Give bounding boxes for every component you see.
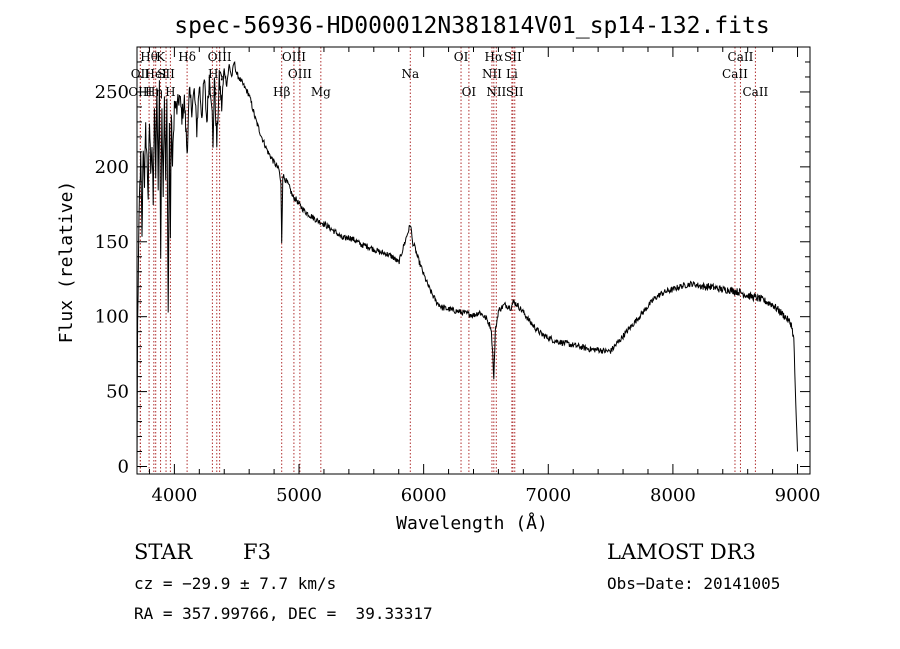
object-class: STAR xyxy=(134,540,193,564)
y-tick-label: 250 xyxy=(95,82,129,103)
spectral-line-label: SII xyxy=(504,50,522,64)
observation-date: Obs−Date: 20141005 xyxy=(607,574,781,593)
y-tick-label: 50 xyxy=(106,382,129,403)
y-tick-label: 150 xyxy=(95,232,129,253)
spectral-line-label: Na xyxy=(401,67,419,81)
spectral-line-label: SII xyxy=(506,85,524,99)
y-tick-label: 200 xyxy=(95,157,129,178)
y-axis-label: Flux (relative) xyxy=(56,181,77,344)
spectral-line-label: NII xyxy=(486,85,506,99)
survey-name: LAMOST DR3 xyxy=(607,540,756,564)
spectral-line-label: Hβ xyxy=(273,85,290,99)
spectral-line-label: OIII xyxy=(282,50,306,64)
spectral-line-label: Li xyxy=(506,67,518,81)
spectral-line-label: Mg xyxy=(311,85,331,99)
x-tick-label: 6000 xyxy=(401,485,447,506)
spectral-line-label: HeI xyxy=(145,67,168,81)
x-tick-label: 5000 xyxy=(276,485,322,506)
object-subclass: F3 xyxy=(243,540,271,564)
x-tick-label: 8000 xyxy=(650,485,696,506)
spectral-line-label: CaII xyxy=(722,67,748,81)
spectral-line-label: OI xyxy=(454,50,469,64)
spectral-line-label: Hη xyxy=(145,85,163,99)
spectral-line-label: NII xyxy=(482,67,502,81)
coordinates: RA = 357.99766, DEC = 39.33317 xyxy=(134,604,433,623)
spectral-line-label: Hδ xyxy=(178,50,196,64)
x-tick-label: 4000 xyxy=(151,485,197,506)
spectral-line-label: G xyxy=(208,85,218,99)
y-tick-label: 0 xyxy=(118,457,129,478)
spectral-line-label: OIII xyxy=(208,50,232,64)
x-axis-ticks: 4000 5000 6000 7000 8000 9000 xyxy=(148,47,821,506)
redshift-velocity: cz = −29.9 ± 7.7 km/s xyxy=(134,574,337,593)
spectral-line-label: Hα xyxy=(485,50,504,64)
spectral-line-label: H xyxy=(165,85,175,99)
plot-frame xyxy=(136,46,811,475)
x-tick-label: 7000 xyxy=(525,485,571,506)
spectral-line-label: SII xyxy=(157,67,175,81)
spectral-line-label: Hγ xyxy=(208,67,226,81)
spectral-line-label: K xyxy=(156,50,166,64)
spectral-line-label: Hθ xyxy=(140,50,158,64)
y-tick-label: 100 xyxy=(95,307,129,328)
x-axis-label: Wavelength (Å) xyxy=(396,512,548,534)
spectral-line-label: CaII xyxy=(742,85,768,99)
spectral-line-label: OIII xyxy=(288,67,312,81)
spectral-line-label: OI xyxy=(462,85,477,99)
spectrum-line xyxy=(136,60,798,467)
spectral-line-label: CaII xyxy=(728,50,754,64)
chart-title: spec-56936-HD000012N381814V01_sp14-132.f… xyxy=(174,13,769,39)
spectral-line-label: OII xyxy=(131,67,151,81)
y-axis-ticks: 0 50 100 150 200 250 xyxy=(95,61,810,478)
spectral-line-markers xyxy=(139,47,756,474)
x-tick-label: 9000 xyxy=(775,485,821,506)
